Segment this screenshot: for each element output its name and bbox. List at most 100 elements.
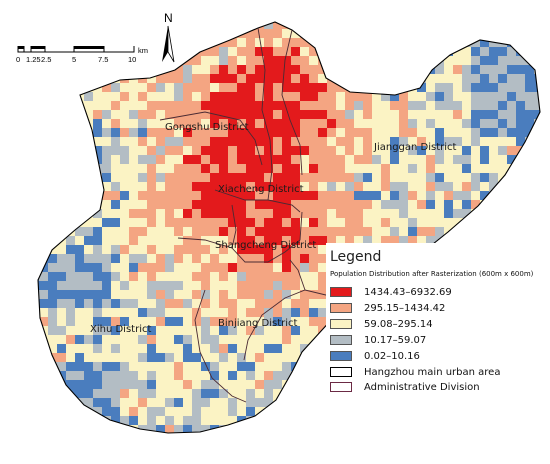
raster-cell	[38, 416, 39, 425]
raster-cell	[516, 119, 525, 128]
raster-cell	[192, 317, 201, 326]
raster-cell	[192, 209, 201, 218]
raster-cell	[228, 92, 237, 101]
raster-cell	[147, 245, 156, 254]
raster-cell	[336, 164, 345, 173]
raster-cell	[174, 137, 183, 146]
raster-cell	[210, 209, 219, 218]
raster-cell	[228, 137, 237, 146]
raster-cell	[318, 209, 327, 218]
raster-cell	[273, 110, 282, 119]
raster-cell	[309, 209, 318, 218]
raster-cell	[201, 92, 210, 101]
raster-cell	[75, 362, 84, 371]
raster-cell	[336, 227, 345, 236]
raster-cell	[525, 218, 534, 227]
raster-cell	[318, 218, 327, 227]
raster-cell	[246, 362, 255, 371]
raster-cell	[228, 146, 237, 155]
raster-cell	[291, 155, 300, 164]
raster-cell	[111, 191, 120, 200]
raster-cell	[273, 155, 282, 164]
raster-cell	[273, 65, 282, 74]
raster-cell	[264, 254, 273, 263]
raster-cell	[183, 29, 192, 38]
raster-cell	[237, 164, 246, 173]
raster-cell	[435, 92, 444, 101]
raster-cell	[201, 38, 210, 47]
raster-cell	[219, 146, 228, 155]
raster-cell	[219, 326, 228, 335]
raster-cell	[291, 308, 300, 317]
raster-cell	[39, 146, 48, 155]
raster-cell	[93, 245, 102, 254]
raster-cell	[363, 128, 372, 137]
raster-cell	[282, 173, 291, 182]
raster-cell	[489, 92, 498, 101]
raster-cell	[336, 398, 345, 407]
raster-cell	[156, 353, 165, 362]
raster-cell	[336, 65, 345, 74]
raster-cell	[408, 146, 417, 155]
raster-cell	[345, 425, 354, 433]
raster-cell	[75, 119, 84, 128]
raster-cell	[147, 290, 156, 299]
raster-cell	[48, 407, 57, 416]
raster-cell	[39, 227, 48, 236]
raster-cell	[219, 92, 228, 101]
raster-cell	[201, 245, 210, 254]
raster-cell	[399, 200, 408, 209]
raster-cell	[192, 353, 201, 362]
raster-cell	[534, 191, 540, 200]
raster-cell	[309, 191, 318, 200]
raster-cell	[201, 128, 210, 137]
raster-cell	[201, 110, 210, 119]
raster-cell	[75, 65, 84, 74]
raster-cell	[192, 74, 201, 83]
raster-cell	[210, 119, 219, 128]
raster-cell	[246, 209, 255, 218]
raster-cell	[38, 344, 39, 353]
raster-cell	[102, 272, 111, 281]
raster-cell	[363, 110, 372, 119]
raster-cell	[489, 56, 498, 65]
raster-cell	[471, 227, 480, 236]
raster-cell	[129, 371, 138, 380]
raster-cell	[480, 146, 489, 155]
raster-cell	[183, 209, 192, 218]
raster-cell	[363, 101, 372, 110]
raster-cell	[237, 245, 246, 254]
raster-cell	[183, 335, 192, 344]
raster-cell	[66, 281, 75, 290]
raster-cell	[237, 47, 246, 56]
raster-cell	[129, 110, 138, 119]
raster-cell	[498, 119, 507, 128]
raster-cell	[426, 119, 435, 128]
raster-cell	[300, 200, 309, 209]
raster-cell	[390, 65, 399, 74]
raster-cell	[354, 128, 363, 137]
raster-cell	[264, 380, 273, 389]
raster-cell	[138, 173, 147, 182]
raster-cell	[255, 209, 264, 218]
raster-cell	[273, 263, 282, 272]
raster-cell	[426, 191, 435, 200]
raster-cell	[183, 380, 192, 389]
raster-cell	[291, 101, 300, 110]
raster-cell	[300, 209, 309, 218]
raster-cell	[111, 137, 120, 146]
raster-cell	[282, 245, 291, 254]
raster-cell	[237, 236, 246, 245]
raster-cell	[111, 245, 120, 254]
raster-cell	[291, 281, 300, 290]
raster-cell	[228, 299, 237, 308]
raster-cell	[282, 389, 291, 398]
raster-cell	[246, 137, 255, 146]
raster-cell	[489, 29, 498, 38]
raster-cell	[543, 38, 550, 47]
raster-cell	[192, 38, 201, 47]
raster-cell	[48, 308, 57, 317]
raster-cell	[300, 83, 309, 92]
raster-cell	[237, 353, 246, 362]
raster-cell	[102, 281, 111, 290]
